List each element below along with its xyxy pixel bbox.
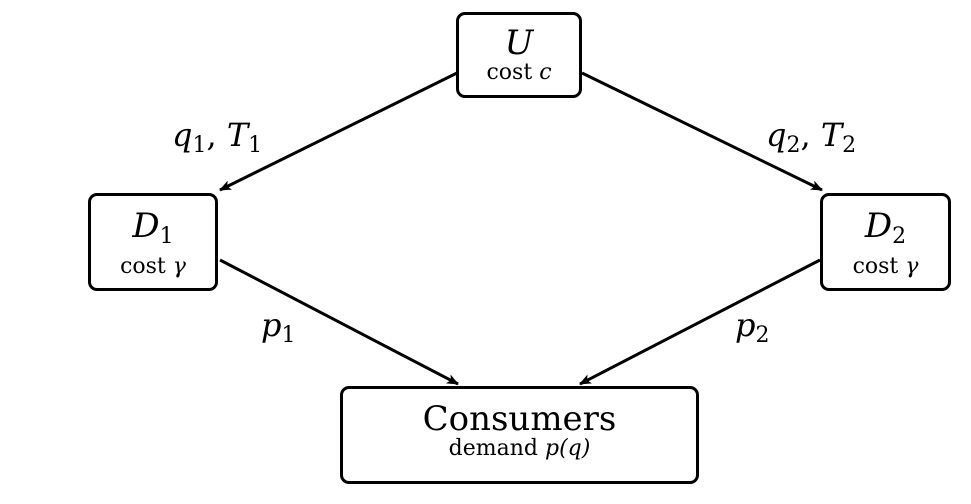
node-d2-sublabel: cost γ xyxy=(852,254,919,279)
edge-label-d2-consumers: p2 xyxy=(735,306,770,348)
node-upstream-label: U xyxy=(504,23,534,63)
node-consumers: Consumers demand p(q) xyxy=(340,386,699,484)
node-consumers-sublabel: demand p(q) xyxy=(448,436,591,461)
arrow-u-to-d2 xyxy=(581,71,823,192)
node-d1-label: D1 xyxy=(132,206,174,249)
node-d1: D1 cost γ xyxy=(88,193,218,291)
node-d1-sublabel: cost γ xyxy=(120,254,186,279)
arrow-d1-to-consumers xyxy=(219,258,459,386)
edge-label-u-d2: q2, T2 xyxy=(766,116,857,158)
node-consumers-label: Consumers xyxy=(422,399,617,439)
edge-label-u-d1: q1, T1 xyxy=(172,116,263,158)
edge-label-d1-consumers: p1 xyxy=(261,306,296,348)
node-d2: D2 cost γ xyxy=(820,193,951,291)
arrow-d2-to-consumers xyxy=(579,258,821,386)
arrow-u-to-d1 xyxy=(219,71,458,192)
node-d2-label: D2 xyxy=(864,206,907,249)
node-upstream-sublabel: cost c xyxy=(486,60,552,85)
node-upstream: U cost c xyxy=(456,12,582,98)
